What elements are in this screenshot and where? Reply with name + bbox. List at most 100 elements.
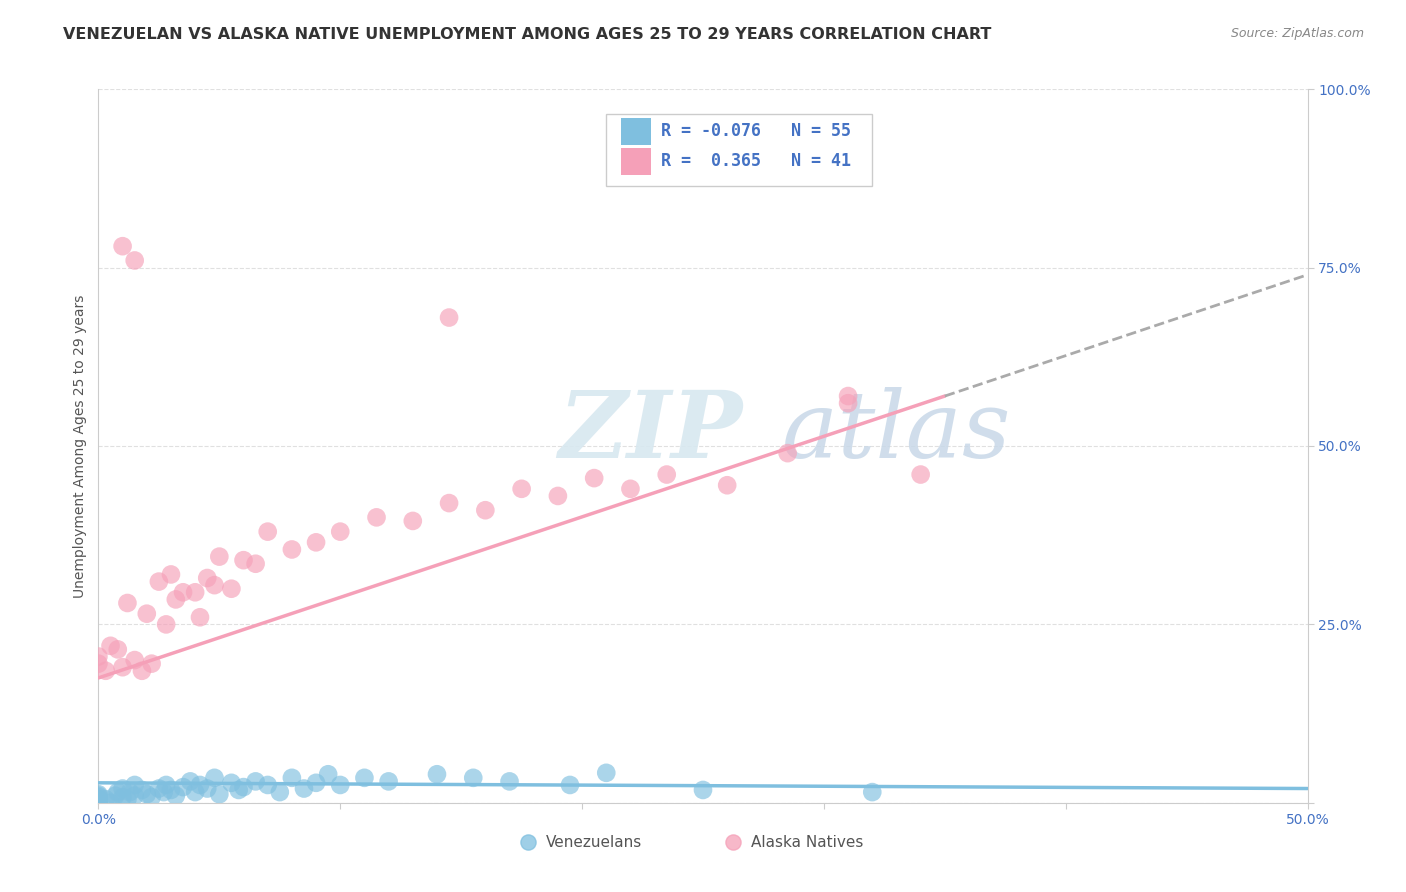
Point <box>165 789 187 803</box>
Text: Source: ZipAtlas.com: Source: ZipAtlas.com <box>1230 27 1364 40</box>
Point <box>860 785 883 799</box>
Point <box>463 771 485 785</box>
Point <box>94 664 117 678</box>
Point <box>558 778 581 792</box>
Point <box>245 557 267 571</box>
Point <box>124 653 146 667</box>
Point <box>655 467 678 482</box>
Point <box>87 789 110 803</box>
Point <box>87 787 110 801</box>
Point <box>377 774 399 789</box>
Point <box>437 496 460 510</box>
Point <box>100 639 122 653</box>
Point <box>111 790 134 805</box>
Point <box>204 578 226 592</box>
Point <box>547 489 569 503</box>
Point <box>117 596 139 610</box>
Point <box>87 649 110 664</box>
Point <box>87 796 110 810</box>
Point <box>124 789 146 803</box>
Point <box>104 789 127 803</box>
Point <box>232 553 254 567</box>
Point <box>583 471 606 485</box>
Point <box>111 781 134 796</box>
Point <box>269 785 291 799</box>
Point <box>232 780 254 794</box>
Point <box>160 567 183 582</box>
Point <box>329 524 352 539</box>
Point <box>124 778 146 792</box>
Point <box>152 785 174 799</box>
Point <box>100 796 122 810</box>
Point <box>172 780 194 794</box>
Text: ZIP: ZIP <box>558 387 742 476</box>
Point <box>1357 835 1379 849</box>
Point <box>221 776 243 790</box>
Bar <box>606 114 872 186</box>
Point <box>188 778 211 792</box>
Point <box>305 776 328 790</box>
Point <box>837 389 859 403</box>
Point <box>692 783 714 797</box>
Point <box>148 781 170 796</box>
Point <box>204 771 226 785</box>
Text: VENEZUELAN VS ALASKA NATIVE UNEMPLOYMENT AMONG AGES 25 TO 29 YEARS CORRELATION C: VENEZUELAN VS ALASKA NATIVE UNEMPLOYMENT… <box>63 27 991 42</box>
Point <box>437 310 460 325</box>
Point <box>510 482 533 496</box>
Point <box>118 785 141 799</box>
Point <box>87 657 110 671</box>
Text: atlas: atlas <box>782 387 1011 476</box>
Point <box>910 467 932 482</box>
Point <box>179 774 201 789</box>
Point <box>141 790 163 805</box>
Point <box>184 585 207 599</box>
Point <box>292 781 315 796</box>
Point <box>195 781 218 796</box>
Point <box>837 396 859 410</box>
Y-axis label: Unemployment Among Ages 25 to 29 years: Unemployment Among Ages 25 to 29 years <box>73 294 87 598</box>
Text: Venezuelans: Venezuelans <box>546 835 643 849</box>
Text: Alaska Natives: Alaska Natives <box>751 835 863 849</box>
Point <box>208 787 231 801</box>
Point <box>87 792 110 806</box>
Point <box>165 592 187 607</box>
Point <box>228 783 250 797</box>
Point <box>87 796 110 810</box>
Point <box>946 835 969 849</box>
Point <box>329 778 352 792</box>
Point <box>402 514 425 528</box>
Point <box>619 482 641 496</box>
Text: R = -0.076   N = 55: R = -0.076 N = 55 <box>661 122 851 140</box>
Point <box>160 783 183 797</box>
Point <box>281 771 304 785</box>
Point <box>87 790 110 805</box>
Point <box>188 610 211 624</box>
Point <box>87 796 110 810</box>
Bar <box>621 148 651 175</box>
Point <box>87 792 110 806</box>
Point <box>135 607 157 621</box>
Point <box>256 778 278 792</box>
Point <box>111 239 134 253</box>
Point <box>208 549 231 564</box>
Point <box>117 792 139 806</box>
Point <box>366 510 388 524</box>
Point <box>256 524 278 539</box>
Point <box>305 535 328 549</box>
Point <box>131 783 153 797</box>
Point <box>107 785 129 799</box>
Point <box>124 253 146 268</box>
Point <box>474 503 496 517</box>
Text: R =  0.365   N = 41: R = 0.365 N = 41 <box>661 153 851 170</box>
Point <box>155 617 177 632</box>
Point <box>131 664 153 678</box>
Point <box>111 660 134 674</box>
Point <box>316 767 339 781</box>
Point <box>87 796 110 810</box>
Point <box>87 796 110 810</box>
Point <box>148 574 170 589</box>
Point <box>595 765 617 780</box>
Point <box>245 774 267 789</box>
Point <box>353 771 375 785</box>
Point <box>94 792 117 806</box>
